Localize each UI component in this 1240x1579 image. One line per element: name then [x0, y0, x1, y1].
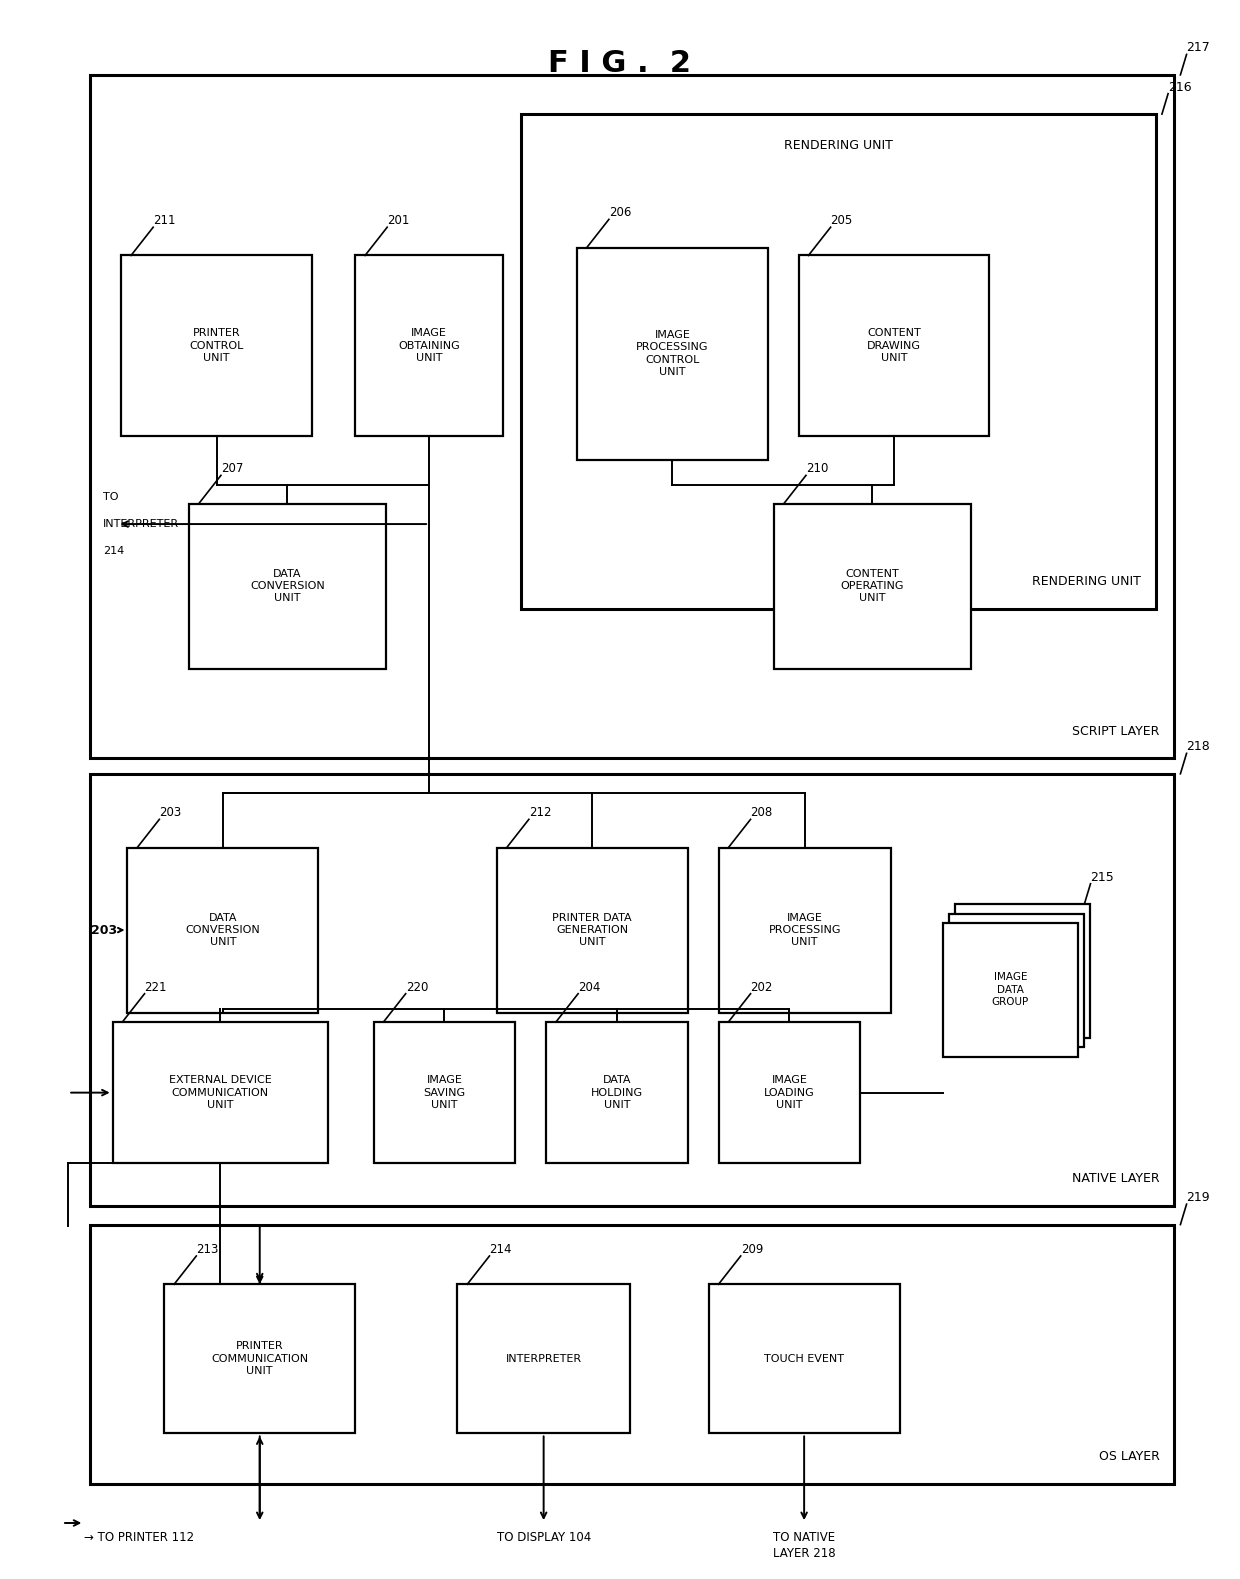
Bar — [522, 114, 1156, 609]
Text: 208: 208 — [750, 807, 773, 820]
Text: CONTENT
OPERATING
UNIT: CONTENT OPERATING UNIT — [841, 568, 904, 603]
Text: 206: 206 — [609, 207, 631, 219]
Bar — [113, 1022, 329, 1164]
Text: CONTENT
DRAWING
UNIT: CONTENT DRAWING UNIT — [867, 328, 921, 363]
Text: TO: TO — [103, 493, 118, 502]
Text: 203: 203 — [92, 924, 118, 936]
Text: IMAGE
LOADING
UNIT: IMAGE LOADING UNIT — [764, 1075, 815, 1110]
Bar — [355, 256, 503, 436]
Text: DATA
CONVERSION
UNIT: DATA CONVERSION UNIT — [250, 568, 325, 603]
Bar — [164, 1284, 355, 1434]
Bar — [91, 74, 1174, 758]
Text: TOUCH EVENT: TOUCH EVENT — [764, 1353, 844, 1364]
Text: RENDERING UNIT: RENDERING UNIT — [1032, 575, 1141, 589]
Text: IMAGE
DATA
GROUP: IMAGE DATA GROUP — [992, 973, 1029, 1007]
Text: F I G .  2: F I G . 2 — [548, 49, 692, 79]
Bar — [373, 1022, 516, 1164]
Text: 215: 215 — [1090, 870, 1115, 884]
Text: DATA
HOLDING
UNIT: DATA HOLDING UNIT — [590, 1075, 644, 1110]
Bar — [709, 1284, 899, 1434]
Text: OS LAYER: OS LAYER — [1099, 1451, 1159, 1464]
Bar — [122, 256, 312, 436]
Bar — [942, 924, 1078, 1056]
Text: 201: 201 — [387, 215, 409, 227]
Bar — [546, 1022, 688, 1164]
Text: 214: 214 — [103, 546, 124, 556]
Text: NATIVE LAYER: NATIVE LAYER — [1071, 1172, 1159, 1186]
Text: INTERPRETER: INTERPRETER — [506, 1353, 582, 1364]
Text: TO DISPLAY 104: TO DISPLAY 104 — [496, 1532, 590, 1544]
Text: 217: 217 — [1187, 41, 1210, 54]
Text: SCRIPT LAYER: SCRIPT LAYER — [1073, 725, 1159, 737]
Text: IMAGE
PROCESSING
CONTROL
UNIT: IMAGE PROCESSING CONTROL UNIT — [636, 330, 708, 377]
Bar — [458, 1284, 630, 1434]
Text: PRINTER
COMMUNICATION
UNIT: PRINTER COMMUNICATION UNIT — [211, 1342, 309, 1377]
Bar — [799, 256, 990, 436]
Text: 220: 220 — [405, 981, 428, 993]
Bar — [91, 1225, 1174, 1484]
Bar — [128, 848, 319, 1012]
Text: 214: 214 — [490, 1243, 512, 1255]
Text: 216: 216 — [1168, 81, 1192, 93]
Text: 212: 212 — [528, 807, 552, 820]
Text: 210: 210 — [806, 463, 828, 475]
Text: IMAGE
SAVING
UNIT: IMAGE SAVING UNIT — [423, 1075, 465, 1110]
Bar — [91, 774, 1174, 1206]
Text: PRINTER DATA
GENERATION
UNIT: PRINTER DATA GENERATION UNIT — [553, 913, 632, 947]
Text: IMAGE
PROCESSING
UNIT: IMAGE PROCESSING UNIT — [769, 913, 841, 947]
Text: RENDERING UNIT: RENDERING UNIT — [784, 139, 893, 152]
Text: 204: 204 — [578, 981, 600, 993]
Text: 209: 209 — [740, 1243, 763, 1255]
Bar — [497, 848, 688, 1012]
Text: 205: 205 — [831, 215, 853, 227]
Text: IMAGE
OBTAINING
UNIT: IMAGE OBTAINING UNIT — [398, 328, 460, 363]
Text: TO NATIVE
LAYER 218: TO NATIVE LAYER 218 — [773, 1532, 836, 1560]
Text: 219: 219 — [1187, 1191, 1210, 1205]
Bar — [949, 914, 1084, 1047]
Bar — [577, 248, 768, 459]
Text: 213: 213 — [196, 1243, 218, 1255]
Text: → TO PRINTER 112: → TO PRINTER 112 — [84, 1532, 195, 1544]
Text: 203: 203 — [160, 807, 181, 820]
Text: PRINTER
CONTROL
UNIT: PRINTER CONTROL UNIT — [190, 328, 244, 363]
Text: EXTERNAL DEVICE
COMMUNICATION
UNIT: EXTERNAL DEVICE COMMUNICATION UNIT — [169, 1075, 272, 1110]
Text: INTERPRETER: INTERPRETER — [103, 519, 179, 529]
Text: DATA
CONVERSION
UNIT: DATA CONVERSION UNIT — [186, 913, 260, 947]
Bar — [955, 905, 1090, 1037]
Bar — [774, 504, 971, 668]
Text: 211: 211 — [154, 215, 176, 227]
Text: 202: 202 — [750, 981, 773, 993]
Bar — [718, 1022, 861, 1164]
Text: 207: 207 — [221, 463, 243, 475]
Text: 221: 221 — [145, 981, 167, 993]
Bar — [188, 504, 386, 668]
Bar — [718, 848, 892, 1012]
Text: 218: 218 — [1187, 741, 1210, 753]
